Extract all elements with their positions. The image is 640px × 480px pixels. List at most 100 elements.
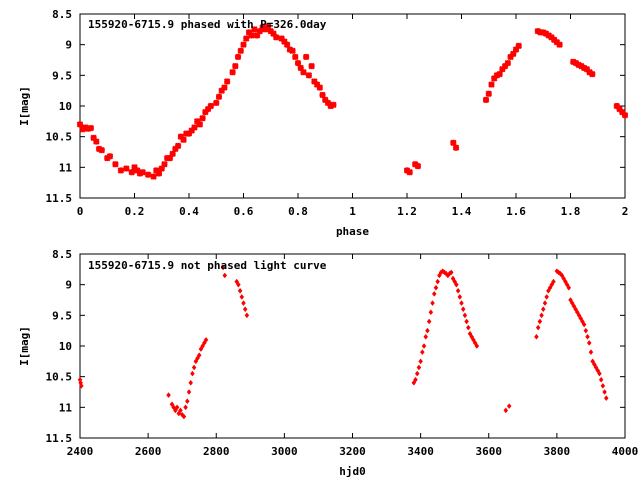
- data-point: [459, 300, 464, 306]
- data-point: [580, 64, 588, 72]
- data-point: [510, 50, 517, 58]
- x-tick-label: 2: [622, 205, 629, 218]
- data-point: [292, 53, 299, 61]
- data-point: [455, 287, 461, 294]
- y-tick-label: 8.5: [52, 248, 72, 261]
- data-point: [161, 161, 168, 168]
- y-tick-label: 11.5: [46, 432, 73, 445]
- data-point: [199, 115, 206, 122]
- data-point: [515, 42, 522, 50]
- x-tick-label: 0.4: [179, 205, 199, 218]
- data-point: [286, 46, 294, 53]
- data-point: [191, 364, 197, 371]
- x-tick-label: 1.6: [506, 205, 526, 218]
- data-point: [264, 23, 272, 30]
- data-point: [330, 101, 337, 108]
- x-tick-label: 2400: [67, 445, 94, 458]
- data-point: [112, 161, 119, 168]
- chart-unphased: 2400 2600 2800 3000 3200 3400 3600 3800 4000 8.5 9…: [18, 248, 638, 478]
- data-point: [465, 324, 471, 331]
- data-point: [566, 284, 572, 291]
- data-point: [313, 81, 321, 88]
- data-point: [490, 75, 498, 82]
- data-point: [174, 142, 182, 150]
- data-point: [188, 127, 195, 134]
- data-point: [186, 389, 192, 395]
- data-point: [542, 300, 548, 306]
- data-point: [452, 144, 460, 151]
- data-point: [278, 35, 285, 42]
- data-point: [324, 99, 332, 107]
- data-point: [134, 167, 141, 174]
- x-tick-label: 2600: [135, 445, 162, 458]
- data-point: [450, 139, 457, 147]
- data-point: [512, 46, 520, 53]
- data-point: [237, 287, 243, 294]
- data-point: [158, 165, 165, 172]
- data-point: [430, 300, 435, 306]
- data-point: [270, 30, 277, 37]
- data-point: [540, 306, 546, 313]
- data-point: [583, 327, 589, 334]
- data-point: [240, 41, 247, 48]
- data-point: [251, 26, 258, 33]
- data-point: [76, 121, 84, 128]
- data-point: [482, 96, 490, 104]
- data-point: [248, 32, 255, 39]
- x-tick-label: 3000: [271, 445, 298, 458]
- data-point: [435, 278, 440, 285]
- data-point: [191, 124, 198, 131]
- data-point: [462, 312, 468, 319]
- data-point: [474, 343, 480, 349]
- data-point: [485, 90, 492, 97]
- data-point: [203, 336, 209, 343]
- data-point: [253, 32, 261, 39]
- data-point: [448, 269, 454, 276]
- data-point: [281, 38, 288, 45]
- data-point: [416, 364, 422, 371]
- data-point: [507, 53, 514, 61]
- data-point: [207, 102, 215, 110]
- data-point: [311, 78, 318, 85]
- data-point: [215, 93, 223, 101]
- data-point: [413, 376, 418, 383]
- data-point: [294, 59, 302, 67]
- data-point: [229, 69, 236, 76]
- data-point: [131, 164, 138, 171]
- data-point: [423, 333, 429, 340]
- data-point: [256, 27, 264, 35]
- data-point: [136, 170, 144, 177]
- data-point: [503, 407, 509, 414]
- x-axis-title: hjd0: [339, 465, 366, 478]
- data-point: [243, 35, 250, 42]
- data-point: [117, 167, 125, 174]
- data-point: [155, 170, 163, 177]
- data-point: [426, 318, 432, 325]
- data-point: [289, 47, 296, 55]
- data-point: [414, 162, 422, 170]
- plot-frame: [79, 253, 626, 439]
- data-point: [544, 294, 549, 300]
- y-tick-label: 10: [59, 340, 72, 353]
- data-point: [414, 370, 420, 377]
- data-point: [177, 133, 185, 140]
- data-point: [139, 169, 146, 176]
- data-point: [619, 108, 626, 116]
- data-point: [600, 382, 606, 389]
- data-point: [128, 169, 135, 176]
- y-tick-label: 8.5: [52, 8, 72, 21]
- data-point: [267, 27, 274, 35]
- data-point: [82, 124, 89, 131]
- data-point: [535, 324, 541, 331]
- x-tick-label: 3600: [476, 445, 503, 458]
- y-tick-label: 9: [65, 39, 72, 52]
- data-point: [90, 134, 97, 142]
- data-point: [553, 39, 561, 46]
- x-tick-label: 0.6: [234, 205, 254, 218]
- data-point: [242, 306, 248, 313]
- x-tick-label: 0: [77, 205, 84, 218]
- data-point: [183, 404, 188, 411]
- data-point: [431, 290, 437, 297]
- data-point: [603, 395, 609, 402]
- data-point: [188, 379, 194, 386]
